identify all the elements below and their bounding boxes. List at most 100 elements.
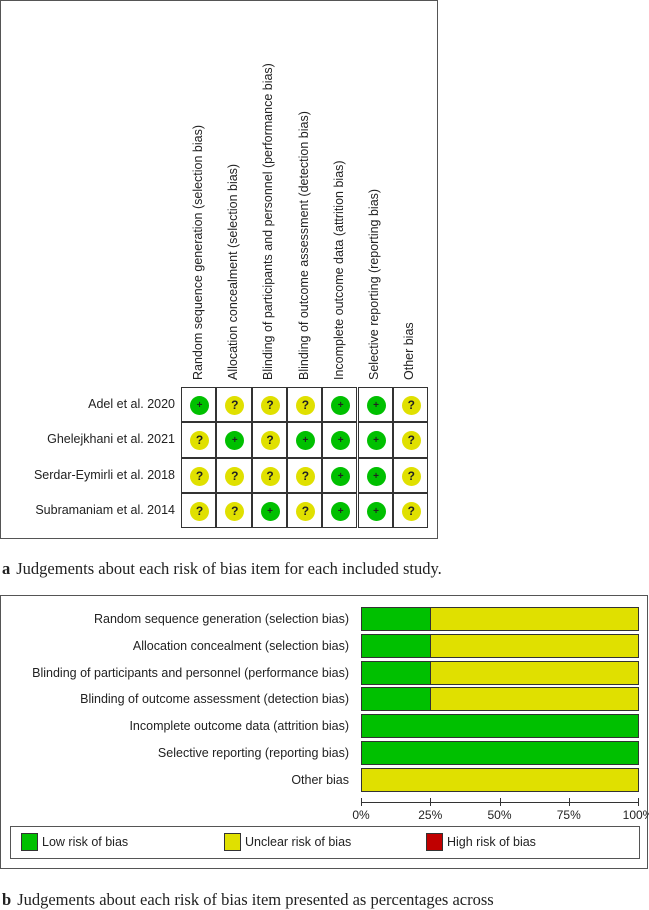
judgement-cell: ?: [251, 422, 287, 458]
unclear-risk-icon: ?: [190, 466, 209, 486]
legend-swatch: [224, 833, 241, 851]
category-label: Incomplete outcome data (attrition bias): [129, 719, 349, 734]
judgement-cell: +: [181, 387, 217, 423]
unclear-risk-icon: ?: [260, 396, 280, 415]
study-label: Serdar-Eymirli et al. 2018: [33, 467, 175, 482]
judgement-cell: ?: [216, 492, 252, 529]
bar-segment: [361, 741, 639, 765]
risk-of-bias-summary-panel: [0, 0, 438, 539]
unclear-risk-icon: ?: [225, 501, 245, 521]
low-risk-icon: +: [295, 431, 315, 451]
column-label: Other bias: [402, 322, 417, 380]
judgement-cell: ?: [251, 387, 287, 423]
study-label: Adel et al. 2020: [88, 397, 175, 411]
low-risk-icon: +: [331, 396, 351, 415]
legend: Low risk of bias Unclear risk of bias High…: [10, 826, 640, 859]
column-label: Blinding of outcome assessment (detectio…: [296, 111, 311, 380]
judgement-cell: ?: [181, 492, 217, 529]
study-label: Ghelejkhani et al. 2021: [47, 432, 175, 447]
judgement-cell: ?: [392, 422, 429, 458]
bar-segment: [361, 633, 432, 658]
legend-swatch: [21, 833, 38, 851]
bar-segment: [361, 687, 432, 712]
low-risk-icon: +: [331, 501, 351, 521]
judgement-cell: +: [251, 492, 287, 529]
column-label: Blinding of participants and personnel (…: [261, 63, 276, 380]
low-risk-icon: +: [366, 431, 386, 451]
legend-label: Unclear risk of bias: [245, 835, 352, 849]
x-tick: [361, 798, 362, 806]
low-risk-icon: +: [331, 431, 351, 451]
judgement-cell: +: [357, 387, 393, 423]
unclear-risk-icon: ?: [260, 466, 280, 486]
x-tick: [638, 798, 639, 806]
unclear-risk-icon: ?: [401, 466, 421, 486]
bar-segment: [361, 714, 639, 739]
unclear-risk-icon: ?: [225, 466, 245, 486]
bar-segment: [361, 767, 639, 792]
low-risk-icon: +: [260, 501, 280, 521]
column-label: Allocation concealment (selection bias): [225, 163, 240, 380]
category-label: Allocation concealment (selection bias): [132, 638, 349, 653]
legend-label: Low risk of bias: [42, 835, 129, 849]
category-label: Random sequence generation (selection bi…: [93, 612, 349, 626]
column-label: Incomplete outcome data (attrition bias): [331, 160, 346, 380]
unclear-risk-icon: ?: [260, 431, 280, 451]
category-label: Other bias: [291, 772, 349, 787]
judgement-cell: ?: [286, 457, 323, 493]
bar-segment: [430, 660, 639, 685]
judgement-cell: +: [286, 422, 323, 458]
judgement-cell: ?: [392, 387, 429, 423]
judgement-cell: +: [322, 492, 358, 529]
judgement-cell: ?: [216, 387, 252, 423]
bar-segment: [430, 633, 639, 658]
legend-swatch: [426, 833, 443, 851]
x-tick-label: 50%: [487, 808, 512, 822]
bar-segment: [361, 607, 432, 631]
x-tick: [430, 798, 432, 806]
caption-b: b Judgements about each risk of bias item…: [2, 890, 494, 909]
legend-label: High risk of bias: [447, 835, 536, 849]
unclear-risk-icon: ?: [190, 431, 209, 451]
unclear-risk-icon: ?: [190, 501, 209, 521]
judgement-cell: +: [357, 422, 393, 458]
judgement-cell: ?: [216, 457, 252, 493]
x-tick-label: 25%: [418, 808, 443, 822]
x-tick-label: 100%: [622, 808, 649, 822]
judgement-cell: ?: [392, 492, 429, 529]
caption-a: a Judgements about each risk of bias item…: [2, 559, 442, 578]
unclear-risk-icon: ?: [295, 466, 315, 486]
category-label: Blinding of participants and personnel (…: [32, 665, 349, 680]
study-label: Subramaniam et al. 2014: [35, 502, 175, 517]
judgement-cell: ?: [286, 387, 323, 423]
x-tick-label: 0%: [352, 808, 370, 822]
low-risk-icon: +: [366, 396, 386, 415]
judgement-cell: ?: [181, 457, 217, 493]
x-tick: [499, 798, 501, 806]
unclear-risk-icon: ?: [401, 501, 421, 521]
column-label: Random sequence generation (selection bi…: [190, 124, 205, 380]
low-risk-icon: +: [225, 431, 245, 451]
unclear-risk-icon: ?: [401, 396, 421, 415]
judgement-cell: ?: [181, 422, 217, 458]
x-tick-label: 75%: [556, 808, 581, 822]
category-label: Blinding of outcome assessment (detectio…: [80, 692, 349, 707]
judgement-cell: ?: [251, 457, 287, 493]
low-risk-icon: +: [190, 396, 209, 415]
x-tick: [568, 798, 570, 806]
judgement-cell: +: [322, 422, 358, 458]
bar-segment: [430, 687, 639, 712]
risk-of-bias-graph-panel: [0, 595, 648, 869]
unclear-risk-icon: ?: [225, 396, 245, 415]
judgement-cell: +: [357, 492, 393, 529]
unclear-risk-icon: ?: [295, 396, 315, 415]
unclear-risk-icon: ?: [295, 501, 315, 521]
judgement-cell: ?: [286, 492, 323, 529]
judgement-cell: +: [357, 457, 393, 493]
judgement-cell: +: [216, 422, 252, 458]
bar-segment: [430, 607, 639, 631]
low-risk-icon: +: [366, 501, 386, 521]
bar-segment: [361, 660, 432, 685]
judgement-cell: +: [322, 387, 358, 423]
judgement-cell: +: [322, 457, 358, 493]
